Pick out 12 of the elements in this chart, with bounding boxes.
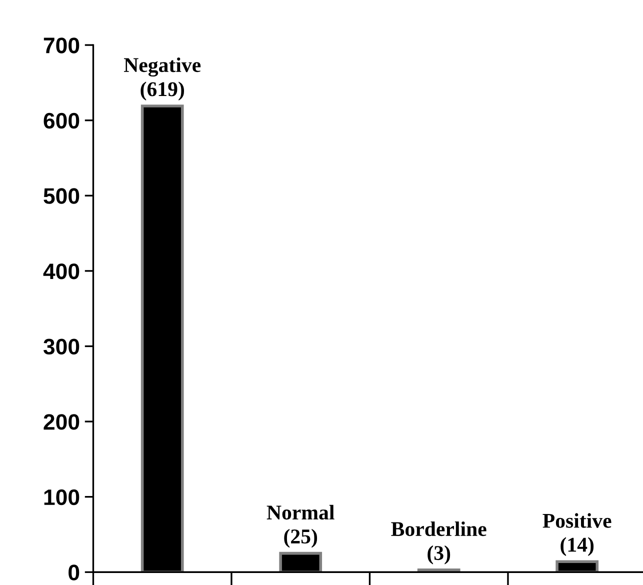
- y-tick-label: 200: [44, 414, 80, 430]
- data-label: Positive (14): [542, 513, 612, 556]
- y-tick-label: 700: [44, 38, 80, 54]
- y-tick-label: 300: [43, 338, 80, 355]
- y-tick-label: 600: [44, 112, 80, 129]
- y-tick-label: 0: [68, 564, 80, 580]
- data-label: Normal (25): [266, 504, 334, 548]
- y-tick-label: 400: [43, 263, 80, 280]
- data-label: Borderline (3): [391, 521, 486, 564]
- data-label: Negative (619): [124, 57, 201, 100]
- y-tick-label: 100: [44, 489, 80, 506]
- y-tick-label: 500: [44, 188, 80, 204]
